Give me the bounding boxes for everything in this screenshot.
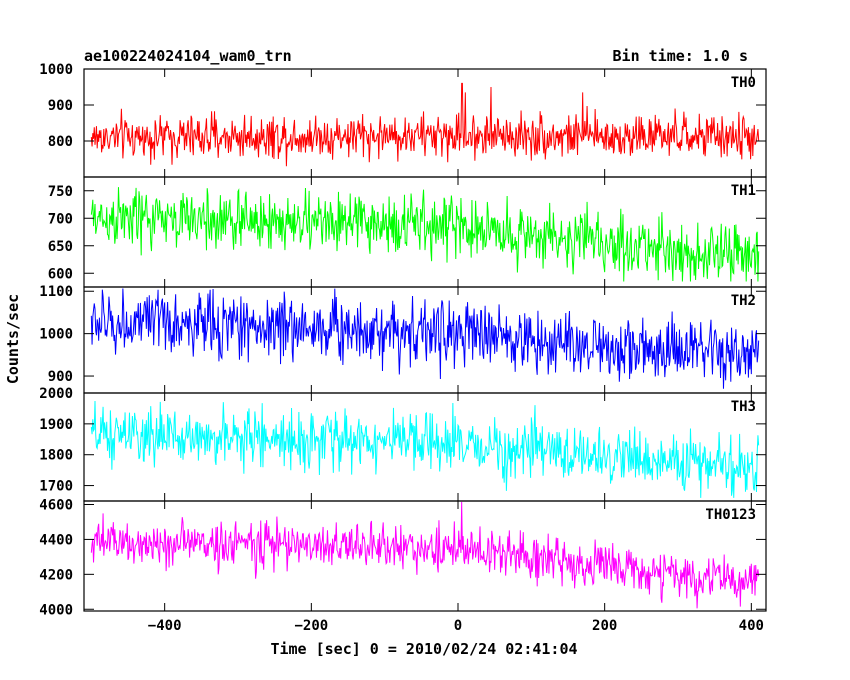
panel-label-th0: TH0	[731, 75, 756, 91]
x-tick-label: 200	[592, 618, 617, 634]
panel-th0: 800 900 1000 TH0	[39, 62, 767, 178]
y-tick-label: 900	[48, 98, 73, 114]
y-tick-label: 2000	[39, 386, 73, 402]
series-line-th3	[90, 401, 760, 498]
y-tick-label: 1000	[39, 62, 73, 78]
panel-label-th0123: TH0123	[705, 507, 756, 523]
y-tick-label: 4600	[39, 497, 73, 513]
y-tick-label: 600	[48, 266, 73, 282]
panel-label-th1: TH1	[731, 183, 756, 199]
panels-group: 800 900 1000 TH0 600 650 700 750 TH1 900 1000 1100 T…	[39, 62, 767, 618]
x-tick-label: 400	[739, 618, 764, 634]
y-tick-label: 4200	[39, 567, 73, 583]
y-tick-label: 900	[48, 369, 73, 385]
panel-frame	[83, 500, 767, 612]
y-tick-label: 4400	[39, 532, 73, 548]
y-tick-label: 1000	[39, 327, 73, 343]
panel-th1: 600 650 700 750 TH1	[48, 176, 767, 288]
x-tick-label: −400	[148, 618, 182, 634]
y-axis-title: Counts/sec	[4, 294, 22, 384]
x-axis-title: Time [sec] 0 = 2010/02/24 02:41:04	[270, 640, 577, 658]
series-line-th2	[90, 288, 760, 389]
y-tick-label: 1900	[39, 417, 73, 433]
y-tick-label: 1800	[39, 448, 73, 464]
panel-th2: 900 1000 1100 TH2	[39, 284, 767, 394]
chart-title: ae100224024104_wam0_trn	[84, 47, 292, 65]
panel-label-th2: TH2	[731, 293, 756, 309]
x-tick-label: 0	[454, 618, 462, 634]
y-tick-label: 4000	[39, 602, 73, 618]
panel-label-th3: TH3	[731, 399, 756, 415]
y-tick-label: 650	[48, 239, 73, 255]
panel-th0123: 4000 4200 4400 4600 TH0123	[39, 497, 767, 618]
series-line-th1	[90, 187, 760, 282]
series-line-th0123	[90, 501, 760, 609]
series-line-th0	[90, 82, 760, 167]
panel-frame	[83, 392, 767, 502]
bin-time-label: Bin time: 1.0 s	[613, 47, 748, 65]
y-tick-label: 1700	[39, 479, 73, 495]
y-tick-label: 800	[48, 134, 73, 150]
x-axis: −400 −200 0 200 400	[148, 618, 764, 634]
y-tick-label: 700	[48, 211, 73, 227]
panel-th3: 1700 1800 1900 2000 TH3	[39, 386, 767, 502]
y-tick-label: 1100	[39, 284, 73, 300]
x-tick-label: −200	[294, 618, 328, 634]
y-tick-label: 750	[48, 184, 73, 200]
panel-frame	[83, 68, 767, 178]
